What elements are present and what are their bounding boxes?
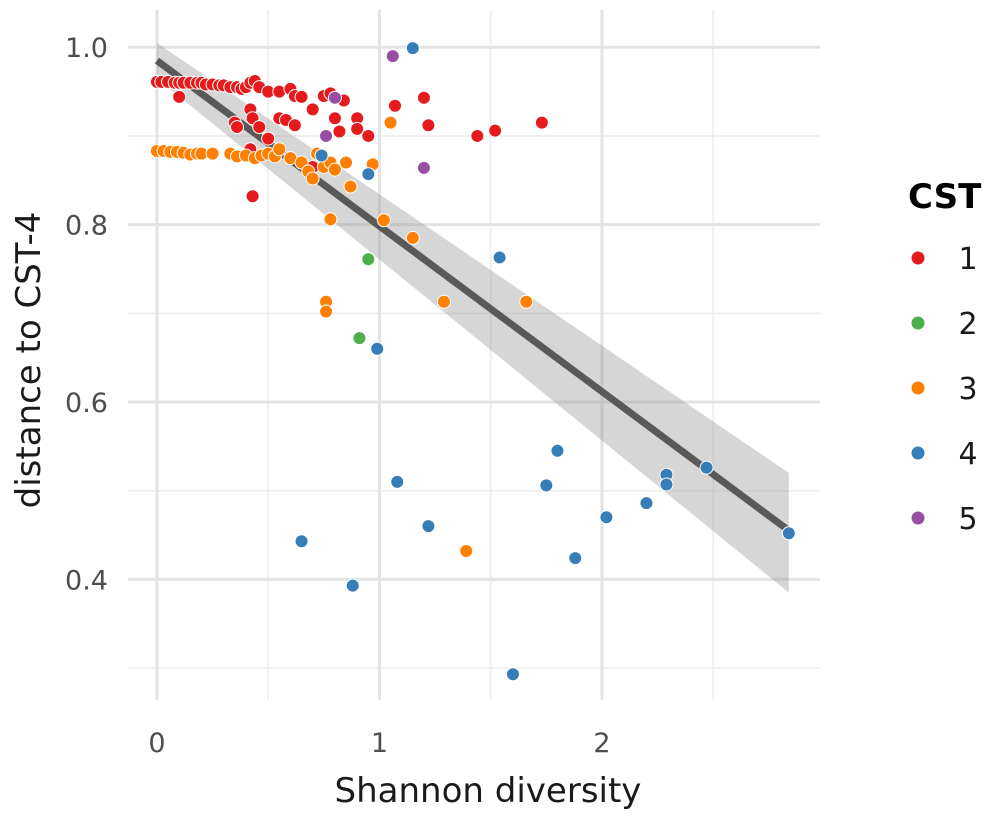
data-point-cst-4 bbox=[639, 496, 654, 511]
data-point-cst-4 bbox=[405, 41, 420, 56]
data-point-cst-3 bbox=[205, 146, 220, 161]
legend-label-cst-1: 1 bbox=[958, 242, 977, 277]
data-point-cst-3 bbox=[383, 115, 398, 130]
data-point-cst-3 bbox=[459, 544, 474, 559]
data-point-cst-3 bbox=[327, 162, 342, 177]
y-axis-label: distance to CST-4 bbox=[9, 212, 49, 509]
x-tick-label: 1 bbox=[371, 728, 388, 759]
data-point-cst-4 bbox=[314, 148, 329, 163]
data-point-cst-4 bbox=[390, 474, 405, 489]
data-point-cst-1 bbox=[350, 121, 365, 136]
data-point-cst-1 bbox=[388, 98, 403, 113]
data-point-cst-4 bbox=[659, 477, 674, 492]
data-point-cst-2 bbox=[361, 252, 376, 267]
data-point-cst-4 bbox=[421, 519, 436, 534]
data-point-cst-4 bbox=[599, 510, 614, 525]
data-point-cst-1 bbox=[305, 102, 320, 117]
data-point-cst-1 bbox=[416, 90, 431, 105]
y-tick-label: 0.6 bbox=[65, 388, 108, 419]
confidence-band-area bbox=[156, 42, 789, 593]
data-point-cst-4 bbox=[568, 551, 583, 566]
legend-key-cst-4 bbox=[911, 446, 925, 460]
data-point-cst-4 bbox=[539, 478, 554, 493]
data-point-cst-1 bbox=[327, 111, 342, 126]
legend-label-cst-2: 2 bbox=[958, 307, 977, 342]
data-point-cst-1 bbox=[421, 118, 436, 133]
x-tick-label: 2 bbox=[593, 728, 610, 759]
data-point-cst-4 bbox=[361, 167, 376, 182]
data-point-cst-1 bbox=[332, 124, 347, 139]
data-point-cst-4 bbox=[505, 667, 520, 682]
axis-ticks: 0.4 0.6 0.8 1.0 0 1 2 bbox=[65, 33, 610, 759]
data-point-cst-3 bbox=[305, 171, 320, 186]
data-point-cst-4 bbox=[550, 443, 565, 458]
data-point-cst-5 bbox=[385, 49, 400, 64]
data-point-cst-3 bbox=[339, 155, 354, 170]
data-point-cst-4 bbox=[781, 526, 796, 541]
data-point-cst-5 bbox=[319, 128, 334, 143]
data-point-cst-1 bbox=[361, 128, 376, 143]
y-tick-label: 0.8 bbox=[65, 211, 108, 242]
data-point-cst-5 bbox=[416, 160, 431, 175]
data-point-cst-1 bbox=[252, 120, 267, 135]
data-point-cst-1 bbox=[488, 123, 503, 138]
data-point-cst-3 bbox=[319, 304, 334, 319]
data-point-cst-1 bbox=[172, 89, 187, 104]
confidence-band bbox=[156, 42, 789, 593]
legend-key-cst-3 bbox=[911, 381, 925, 395]
data-point-cst-1 bbox=[294, 89, 309, 104]
legend-key-cst-2 bbox=[911, 316, 925, 330]
data-point-cst-1 bbox=[245, 189, 260, 204]
legend-label-cst-4: 4 bbox=[958, 437, 977, 472]
y-tick-label: 1.0 bbox=[65, 33, 108, 64]
x-axis-label: Shannon diversity bbox=[335, 771, 642, 811]
data-point-cst-3 bbox=[343, 179, 358, 194]
data-point-cst-2 bbox=[352, 331, 367, 346]
x-tick-label: 0 bbox=[148, 728, 165, 759]
data-point-cst-4 bbox=[492, 250, 507, 265]
y-tick-label: 0.4 bbox=[65, 565, 108, 596]
data-point-cst-1 bbox=[470, 128, 485, 143]
legend: 1 2 3 4 5 bbox=[911, 242, 978, 537]
data-point-cst-5 bbox=[327, 90, 342, 105]
data-point-cst-1 bbox=[534, 115, 549, 130]
data-point-cst-4 bbox=[345, 578, 360, 593]
data-point-cst-3 bbox=[272, 142, 287, 157]
legend-title: CST bbox=[908, 177, 982, 217]
data-point-cst-3 bbox=[405, 230, 420, 245]
data-point-cst-4 bbox=[370, 341, 385, 356]
data-point-cst-4 bbox=[294, 534, 309, 549]
data-point-cst-1 bbox=[287, 118, 302, 133]
data-point-cst-4 bbox=[699, 460, 714, 475]
legend-label-cst-5: 5 bbox=[958, 502, 977, 537]
data-point-cst-1 bbox=[230, 120, 245, 135]
data-point-cst-3 bbox=[436, 294, 451, 309]
data-point-cst-1 bbox=[261, 131, 276, 146]
legend-key-cst-5 bbox=[911, 511, 925, 525]
data-points bbox=[149, 41, 796, 682]
data-point-cst-3 bbox=[519, 294, 534, 309]
legend-label-cst-3: 3 bbox=[958, 372, 977, 407]
data-point-cst-3 bbox=[376, 213, 391, 228]
legend-key-cst-1 bbox=[911, 251, 925, 265]
data-point-cst-3 bbox=[323, 212, 338, 227]
